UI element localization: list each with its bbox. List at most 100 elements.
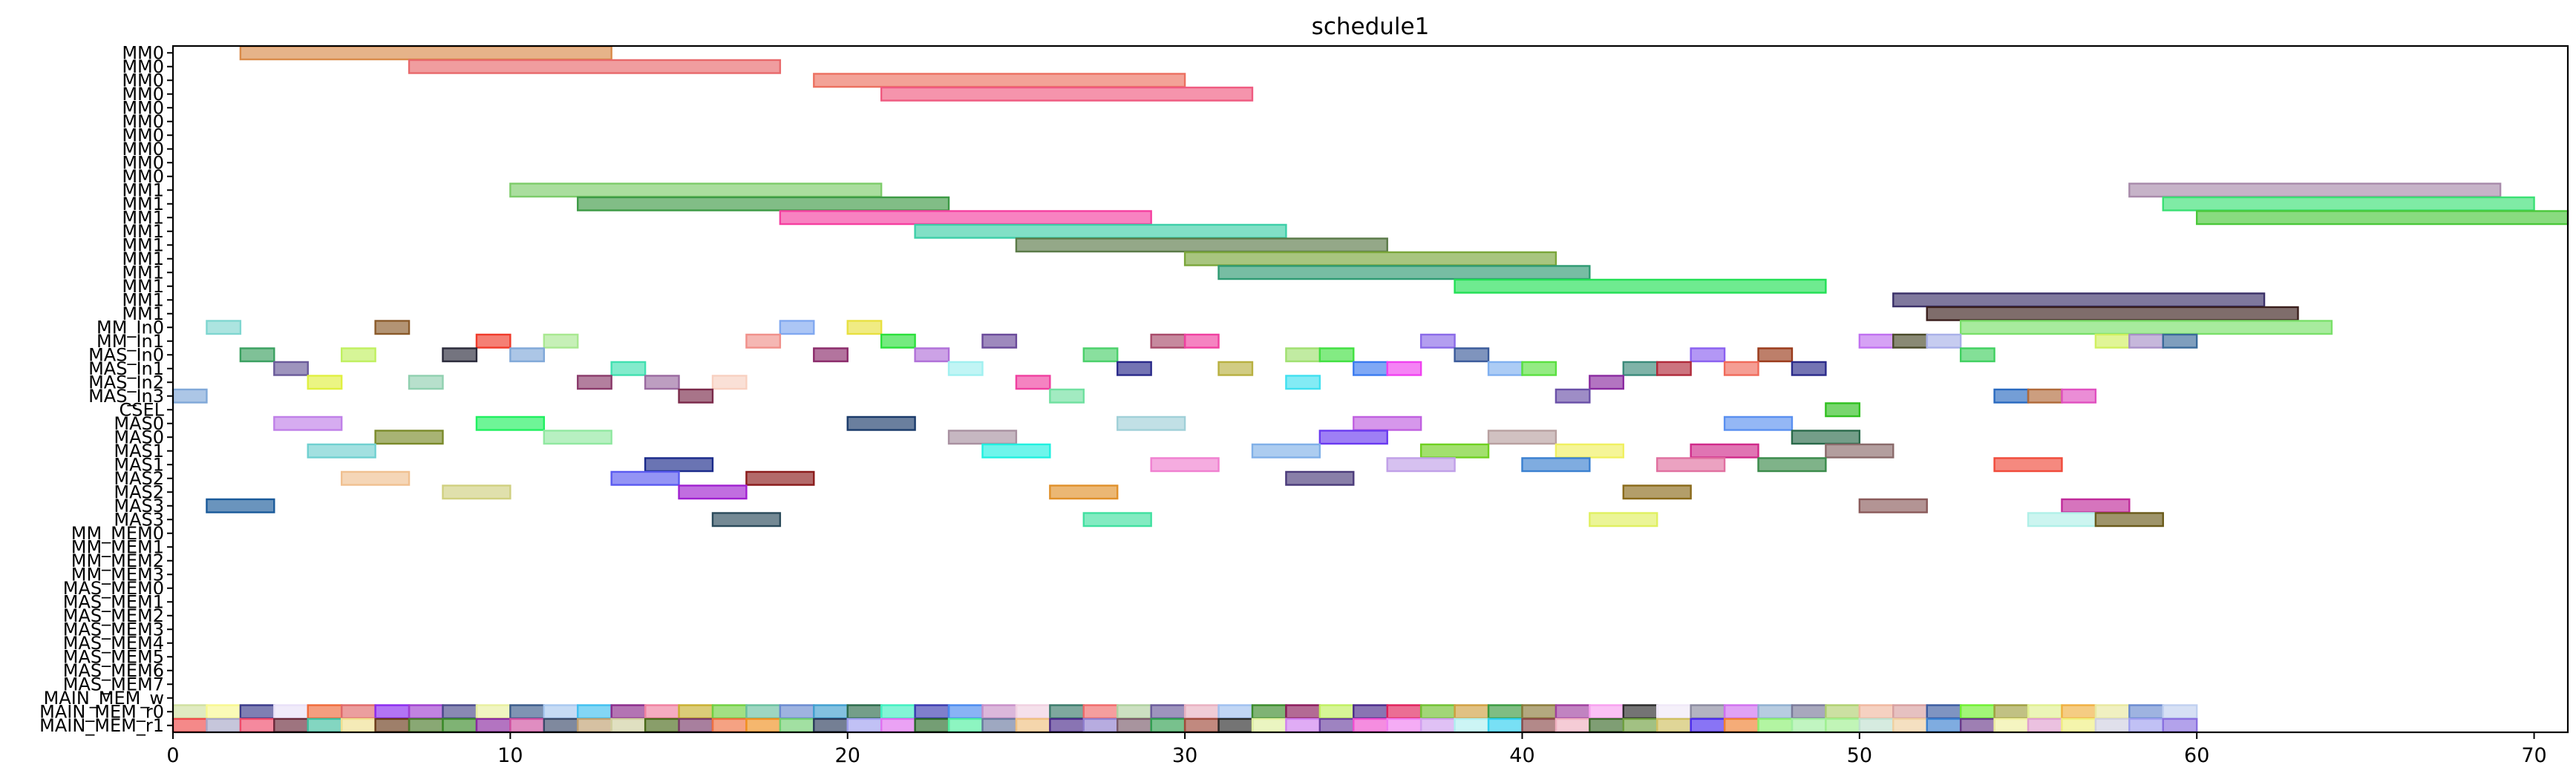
memory-slot-bar — [1386, 704, 1422, 720]
task-bar — [711, 512, 782, 528]
memory-slot-bar — [239, 717, 275, 733]
memory-slot-bar — [745, 704, 782, 720]
task-bar — [1183, 333, 1220, 349]
y-tick-label: MM1 — [122, 276, 164, 297]
x-axis: 0 10 20 30 40 50 60 70 — [166, 732, 2547, 767]
task-bar — [1386, 361, 1422, 376]
task-bar — [1791, 430, 1861, 445]
memory-slot-bar — [1015, 717, 1051, 733]
y-tick-label: MAS0 — [114, 413, 164, 434]
task-bar — [1353, 415, 1422, 431]
task-bar — [577, 196, 950, 211]
y-tick-label: MAS3 — [114, 509, 164, 530]
memory-slot-bar — [1555, 717, 1591, 733]
memory-slot-bar — [1926, 717, 1962, 733]
x-tick-label: 40 — [1509, 744, 1534, 767]
memory-slot-bar — [1656, 704, 1692, 720]
memory-slot-bar — [509, 704, 546, 720]
task-bar — [1858, 498, 1928, 513]
memory-slot-bar — [577, 704, 612, 720]
y-tick-label: MAS_In0 — [88, 344, 164, 365]
memory-slot-bar — [846, 704, 883, 720]
x-tick-label: 60 — [2184, 744, 2209, 767]
task-bar — [1217, 361, 1254, 376]
task-bar — [1082, 512, 1152, 528]
task-bar — [2162, 333, 2198, 349]
y-tick-label: MAS2 — [114, 468, 164, 489]
task-bar — [846, 320, 883, 335]
task-bar — [1656, 457, 1726, 473]
memory-slot-bar — [239, 704, 275, 720]
memory-slot-bar — [644, 704, 680, 720]
task-bar — [1926, 333, 1962, 349]
task-bar — [475, 415, 546, 431]
y-tick-label: MM1 — [122, 262, 164, 283]
task-bar — [1454, 278, 1827, 294]
memory-slot-bar — [813, 704, 849, 720]
memory-slot-bar — [711, 704, 748, 720]
y-tick-label: MM0 — [122, 42, 164, 63]
task-bar — [273, 415, 343, 431]
task-bar — [1555, 388, 1591, 404]
memory-slot-bar — [1521, 704, 1557, 720]
task-bar — [1150, 333, 1186, 349]
task-bars — [171, 45, 2569, 733]
memory-slot-bar — [1622, 717, 1658, 733]
y-tick-label: MAS_In1 — [88, 358, 164, 379]
task-bar — [1183, 251, 1557, 266]
y-tick-label: MAS_MEM6 — [63, 660, 164, 681]
y-tick-label: MAS_In3 — [88, 386, 164, 407]
y-tick-label: MAS1 — [114, 454, 164, 475]
memory-slot-bar — [1690, 704, 1726, 720]
task-bar — [1892, 292, 2266, 308]
task-bar — [1117, 361, 1152, 376]
memory-slot-bar — [1622, 704, 1658, 720]
memory-slot-bar — [914, 717, 950, 733]
y-tick-label: MM1 — [122, 194, 164, 214]
task-bar — [2195, 210, 2569, 226]
memory-slot-bar — [711, 717, 748, 733]
memory-slot-bar — [1015, 704, 1051, 720]
y-tick-label: MM1 — [122, 303, 164, 324]
task-bar — [2094, 512, 2164, 528]
y-tick-label: MM0 — [122, 70, 164, 91]
x-tick-label: 70 — [2521, 744, 2546, 767]
task-bar — [981, 333, 1018, 349]
memory-slot-bar — [644, 717, 680, 733]
task-bar — [1622, 361, 1658, 376]
memory-slot-bar — [1183, 717, 1220, 733]
task-bar — [914, 347, 950, 363]
memory-slot-bar — [1892, 717, 1928, 733]
task-bar — [1656, 361, 1692, 376]
task-bar — [1487, 361, 1523, 376]
y-tick-label: MM0 — [122, 125, 164, 145]
y-tick-label: MM0 — [122, 152, 164, 173]
y-tick-label: MAIN_MEM_r1 — [39, 715, 164, 736]
memory-slot-bar — [273, 717, 309, 733]
task-bar — [2061, 388, 2097, 404]
task-bar — [1723, 415, 1794, 431]
task-bar — [1419, 443, 1490, 459]
memory-slot-bar — [1487, 717, 1523, 733]
task-bar — [610, 361, 647, 376]
memory-slot-bar — [543, 704, 579, 720]
task-bar — [745, 470, 815, 486]
task-bar — [509, 183, 883, 198]
task-bar — [2128, 333, 2164, 349]
memory-slot-bar — [1183, 704, 1220, 720]
memory-slot-bar — [1959, 704, 1995, 720]
task-bar — [2162, 196, 2535, 211]
y-tick-label: MM0 — [122, 111, 164, 132]
task-bar — [880, 86, 1254, 102]
task-bar — [1285, 375, 1321, 390]
memory-slot-bar — [1791, 717, 1827, 733]
task-bar — [1589, 375, 1624, 390]
memory-slot-bar — [1723, 717, 1759, 733]
memory-slot-bar — [171, 704, 208, 720]
memory-slot-bar — [1959, 717, 1995, 733]
task-bar — [711, 375, 748, 390]
task-bar — [947, 430, 1018, 445]
memory-slot-bar — [2162, 717, 2198, 733]
memory-slot-bar — [442, 704, 478, 720]
task-bar — [981, 443, 1051, 459]
